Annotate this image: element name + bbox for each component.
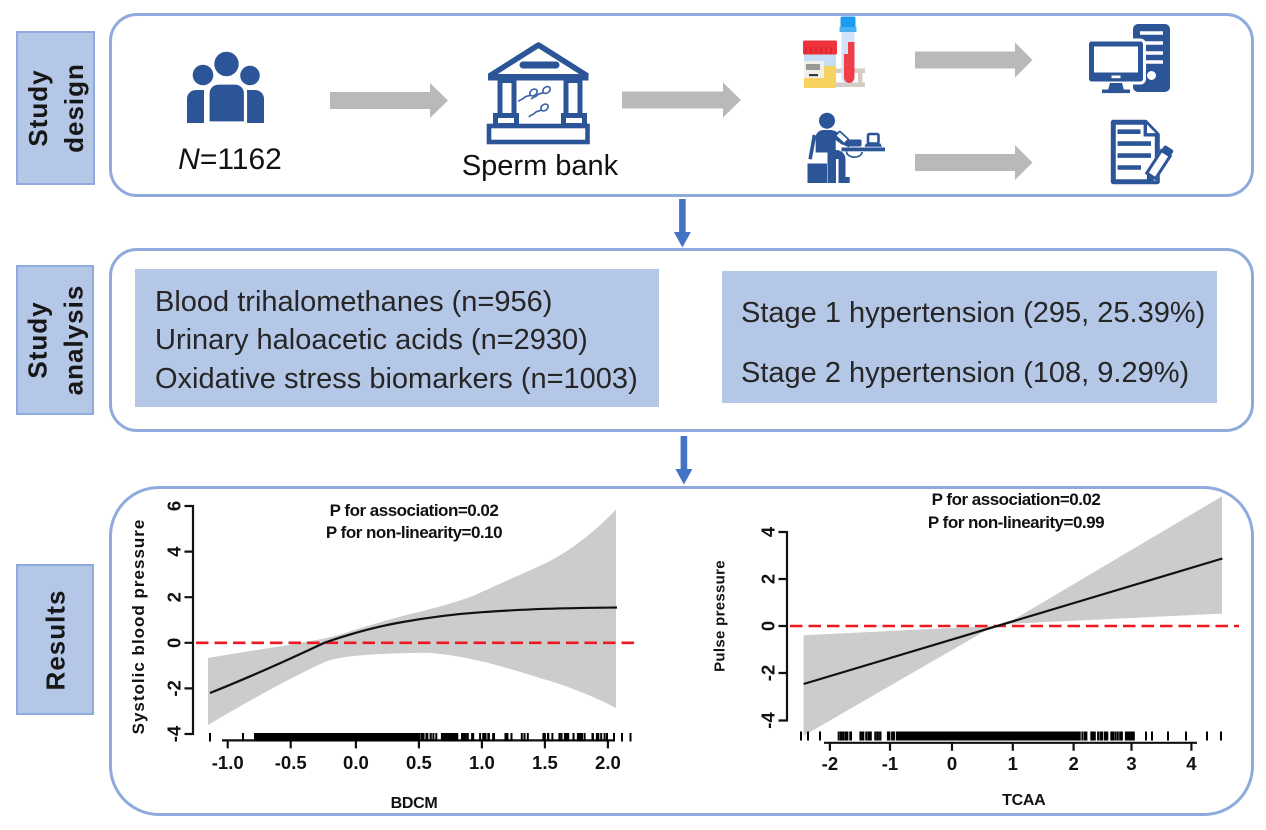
svg-text:0: 0 [758,621,779,631]
svg-text:0.5: 0.5 [406,752,432,773]
svg-text:2: 2 [164,592,185,602]
svg-text:BDCM: BDCM [391,795,438,812]
svg-text:-4: -4 [164,725,185,742]
svg-text:4: 4 [758,526,779,537]
svg-text:0.0: 0.0 [343,752,369,773]
svg-text:2.0: 2.0 [595,752,621,773]
svg-text:4: 4 [164,546,185,557]
svg-text:1.0: 1.0 [469,752,495,773]
svg-text:-4: -4 [758,712,779,729]
svg-text:1.5: 1.5 [532,752,558,773]
svg-text:-2: -2 [758,665,779,681]
svg-text:-2: -2 [822,753,838,774]
svg-text:Pulse pressure: Pulse pressure [712,560,729,672]
svg-text:TCAA: TCAA [1002,792,1046,809]
svg-text:P for association=0.02: P for association=0.02 [932,490,1101,509]
svg-text:2: 2 [758,574,779,584]
svg-text:4: 4 [1186,753,1197,774]
svg-text:-1.0: -1.0 [212,752,244,773]
svg-text:2: 2 [1068,753,1078,774]
svg-text:P for association=0.02: P for association=0.02 [330,501,499,520]
svg-text:Systolic blood pressure: Systolic blood pressure [129,519,148,735]
svg-text:1: 1 [1008,753,1018,774]
svg-text:-0.5: -0.5 [275,752,307,773]
svg-text:P for non-linearity=0.99: P for non-linearity=0.99 [928,513,1104,532]
svg-text:0: 0 [164,638,185,648]
svg-text:-1: -1 [882,753,898,774]
svg-text:P for non-linearity=0.10: P for non-linearity=0.10 [326,523,502,542]
svg-text:-2: -2 [164,680,185,696]
svg-text:6: 6 [164,501,185,511]
svg-text:3: 3 [1126,753,1136,774]
svg-text:0: 0 [947,753,957,774]
